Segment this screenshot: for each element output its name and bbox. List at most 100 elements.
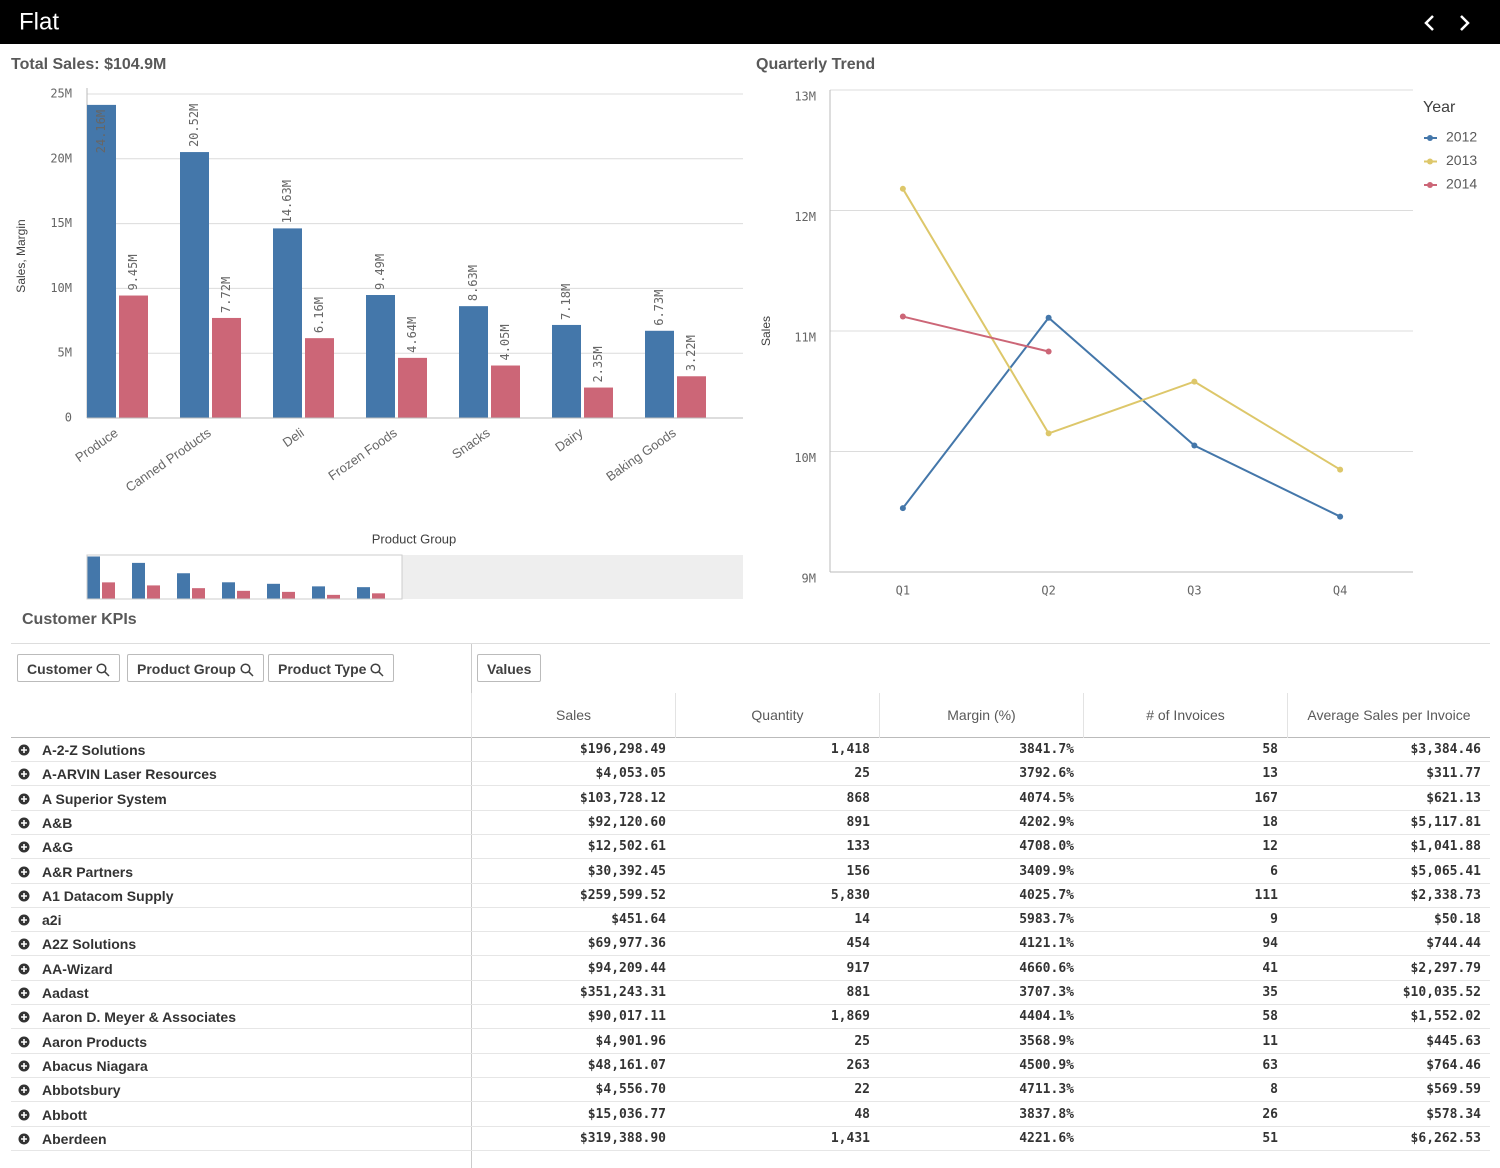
prev-sheet[interactable]	[1424, 15, 1434, 31]
bar	[87, 104, 116, 418]
table-row: A1 Datacom Supply $259,599.52 5,830 4025.7%…	[11, 884, 1490, 908]
table-row: A Superior System $103,728.12 868 4074.5% 16…	[11, 787, 1490, 811]
table-cell: $621.13	[1426, 790, 1481, 806]
overview-bar	[147, 585, 160, 599]
customer-name: A1 Datacom Supply	[42, 887, 174, 904]
bar	[645, 330, 674, 418]
customer-name: Aadast	[42, 985, 89, 1001]
overview-bar	[87, 556, 100, 599]
expand-icon[interactable]	[18, 987, 30, 999]
table-cell: $1,552.02	[1410, 1009, 1481, 1025]
expand-icon[interactable]	[18, 914, 30, 926]
point	[1045, 348, 1052, 355]
y-tick-label: 0	[65, 411, 72, 425]
column-header: Sales	[471, 693, 675, 738]
table-cell: 1,431	[830, 1130, 870, 1146]
bar	[273, 228, 302, 418]
dimension-button[interactable]: Product Group	[127, 654, 264, 682]
y-axis-title: Sales	[759, 316, 773, 346]
expand-icon[interactable]	[18, 1036, 30, 1048]
table-cell: $103,728.12	[579, 790, 666, 806]
legend-dot	[1427, 158, 1433, 165]
line-series	[902, 188, 1341, 471]
overview-window[interactable]	[86, 554, 403, 600]
table-cell: 3837.8%	[1019, 1106, 1074, 1122]
values-button[interactable]: Values	[477, 654, 542, 682]
table-cell: 14	[854, 912, 870, 928]
table-cell: $4,901.96	[595, 1033, 666, 1049]
expand-icon[interactable]	[18, 866, 30, 878]
expand-icon[interactable]	[18, 744, 30, 756]
legend-label: 2013	[1446, 152, 1477, 168]
customer-name: A Superior System	[42, 790, 167, 807]
y-tick-label: 9M	[802, 572, 816, 586]
table-cell: $311.77	[1426, 766, 1481, 782]
table-cell: $319,388.90	[579, 1130, 666, 1146]
expand-icon[interactable]	[18, 841, 30, 853]
value-label: 4.64M	[405, 317, 419, 353]
table-cell: 5,830	[830, 887, 870, 903]
table-cell: 3568.9%	[1019, 1033, 1074, 1049]
dimension-button[interactable]: Product Type	[268, 654, 395, 682]
expand-icon[interactable]	[18, 1084, 30, 1096]
bar	[180, 152, 209, 419]
x-tick-label: Q1	[896, 584, 910, 598]
table-cell: 156	[846, 863, 870, 879]
x-tick-label: Baking Goods	[603, 425, 679, 484]
expand-icon[interactable]	[18, 938, 30, 950]
pivot-table: Customer Product Group Product Type Valu…	[11, 643, 1490, 1168]
bar	[491, 365, 520, 418]
table-cell: 4221.6%	[1019, 1130, 1074, 1146]
x-tick-label: Produce	[72, 425, 120, 465]
header-rule	[11, 737, 1490, 738]
customer-name: Aaron D. Meyer & Associates	[42, 1009, 236, 1026]
x-tick-label: Deli	[280, 425, 307, 450]
legend-dot	[1427, 182, 1433, 188]
y-axis-title: Sales, Margin	[14, 219, 28, 292]
expand-icon[interactable]	[18, 1060, 30, 1072]
x-axis-title: Product Group	[372, 531, 457, 546]
value-label: 6.73M	[652, 290, 666, 326]
table-cell: 48	[854, 1106, 870, 1122]
expand-icon[interactable]	[18, 768, 30, 780]
expand-icon[interactable]	[18, 890, 30, 902]
table-cell: $578.34	[1426, 1106, 1481, 1122]
table-row: A&G $12,502.61 133 4708.0% 12 $1,041.88	[11, 835, 1490, 860]
table-cell: 41	[1262, 960, 1278, 976]
table-cell: 25	[854, 766, 870, 782]
expand-icon[interactable]	[18, 817, 30, 829]
table-cell: 4708.0%	[1019, 839, 1074, 855]
y-tick-label: 15M	[50, 216, 72, 230]
x-tick-label: Dairy	[552, 425, 586, 455]
expand-icon[interactable]	[18, 963, 30, 975]
table-cell: 9	[1270, 912, 1278, 928]
x-tick-label: Canned Products	[123, 425, 214, 495]
table-cell: $1,041.88	[1410, 839, 1481, 855]
value-label: 6.16M	[312, 297, 326, 333]
legend-label: 2014	[1446, 176, 1477, 192]
customer-name: Abbotsbury	[42, 1082, 121, 1099]
bar	[119, 295, 148, 418]
customer-name: A&G	[42, 839, 74, 856]
table-cell: $69,977.36	[587, 936, 666, 952]
customer-name: Aaron Products	[42, 1033, 148, 1050]
value-label: 4.05M	[498, 324, 512, 360]
table-cell: 4202.9%	[1019, 814, 1074, 830]
customer-name: A&B	[42, 814, 73, 831]
table-cell: 4500.9%	[1019, 1057, 1074, 1073]
table-cell: $90,017.11	[587, 1009, 666, 1025]
expand-icon[interactable]	[18, 1109, 30, 1121]
table-cell: 891	[846, 814, 870, 830]
x-tick-label: Q3	[1187, 584, 1201, 598]
dimension-button[interactable]: Customer	[17, 654, 121, 682]
table-cell: $12,502.61	[587, 839, 666, 855]
expand-icon[interactable]	[18, 793, 30, 805]
table-cell: $92,120.60	[587, 814, 666, 830]
table-cell: $351,243.31	[579, 985, 666, 1000]
expand-icon[interactable]	[18, 1133, 30, 1145]
expand-icon[interactable]	[18, 1011, 30, 1023]
table-cell: 1,418	[830, 742, 870, 757]
value-label: 14.63M	[280, 180, 294, 223]
next-sheet[interactable]	[1460, 15, 1470, 31]
customer-name: A2Z Solutions	[42, 936, 137, 953]
